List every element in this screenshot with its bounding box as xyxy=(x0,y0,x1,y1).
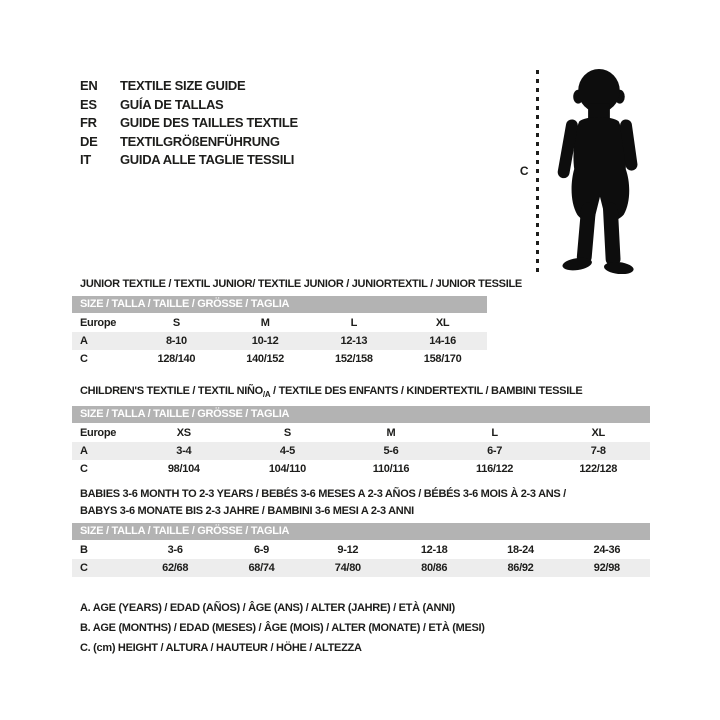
table-row: A 3-4 4-5 5-6 6-7 7-8 xyxy=(72,442,650,461)
height-cell: 104/110 xyxy=(268,463,306,476)
height-measure-dashed-line xyxy=(536,70,539,272)
row-label: C xyxy=(80,463,88,476)
language-row: IT GUIDA ALLE TAGLIE TESSILI xyxy=(80,151,298,170)
height-cell: 152/158 xyxy=(335,353,373,365)
age-cell: 3-4 xyxy=(176,445,192,458)
row-label: A xyxy=(80,445,88,458)
legend-footnotes: A. AGE (YEARS) / EDAD (AÑOS) / ÂGE (ANS)… xyxy=(80,598,485,658)
language-row: ES GUÍA DE TALLAS xyxy=(80,96,298,115)
section-title: BABIES 3-6 MONTH TO 2-3 YEARS / BEBÉS 3-… xyxy=(80,486,650,520)
age-cell: 6-7 xyxy=(487,445,503,458)
size-cell: XS xyxy=(176,427,191,440)
footnote-age-months: B. AGE (MONTHS) / EDAD (MESES) / ÂGE (MO… xyxy=(80,622,485,634)
babies-size-table: B 3-6 6-9 9-12 12-18 18-24 24-36 C 62/68… xyxy=(72,541,650,577)
section-title: JUNIOR TEXTILE / TEXTIL JUNIOR/ TEXTILE … xyxy=(80,278,522,290)
height-cell: 80/86 xyxy=(421,562,448,574)
row-label: A xyxy=(80,335,88,347)
language-row: FR GUIDE DES TAILLES TEXTILE xyxy=(80,114,298,133)
height-cell: 98/104 xyxy=(167,463,200,476)
row-label: Europe xyxy=(80,427,117,440)
section-title-subscript: /A xyxy=(262,390,271,400)
language-code: ES xyxy=(80,96,97,112)
age-cell: 4-5 xyxy=(279,445,295,458)
table-row: C 62/68 68/74 74/80 80/86 86/92 92/98 xyxy=(72,559,650,577)
table-row: C 128/140 140/152 152/158 158/170 xyxy=(72,350,487,368)
height-cell: 116/122 xyxy=(476,463,514,476)
language-title: GUIDA ALLE TAGLIE TESSILI xyxy=(120,152,295,167)
children-textile-section: CHILDREN'S TEXTILE / TEXTIL NIÑO/A / TEX… xyxy=(72,383,650,478)
height-cell: 110/116 xyxy=(372,463,410,476)
size-cell: M xyxy=(386,427,396,440)
children-size-table: Europe XS S M L XL A 3-4 4-5 5-6 6-7 7-8… xyxy=(72,424,650,478)
table-row: Europe XS S M L XL xyxy=(72,424,650,442)
language-row: EN TEXTILE SIZE GUIDE xyxy=(80,77,298,96)
size-cell: L xyxy=(491,427,498,440)
height-cell: 128/140 xyxy=(157,353,196,365)
age-cell: 6-9 xyxy=(253,544,269,556)
size-cell: XL xyxy=(591,427,605,440)
height-cell: 86/92 xyxy=(507,562,534,574)
size-cell: S xyxy=(283,427,291,440)
row-label: C xyxy=(80,562,88,574)
size-cell: L xyxy=(350,317,358,329)
section-title-text: CHILDREN'S TEXTILE / TEXTIL NIÑO xyxy=(80,385,263,397)
age-cell: 12-13 xyxy=(340,335,368,347)
size-cell: S xyxy=(172,317,180,329)
age-cell: 3-6 xyxy=(167,544,183,556)
row-label: B xyxy=(80,544,88,556)
section-title-line: BABIES 3-6 MONTH TO 2-3 YEARS / BEBÉS 3-… xyxy=(80,488,566,500)
age-cell: 9-12 xyxy=(337,544,359,556)
table-row: C 98/104 104/110 110/116 116/122 122/128 xyxy=(72,460,650,478)
size-header-bar: SIZE / TALLA / TAILLE / GRÖSSE / TAGLIA xyxy=(72,523,650,540)
age-cell: 24-36 xyxy=(593,544,621,556)
age-cell: 12-18 xyxy=(420,544,448,556)
language-title: GUIDE DES TAILLES TEXTILE xyxy=(120,115,298,130)
language-title: TEXTILGRÖßENFÜHRUNG xyxy=(120,133,280,149)
size-header-bar: SIZE / TALLA / TAILLE / GRÖSSE / TAGLIA xyxy=(72,296,487,313)
age-cell: 14-16 xyxy=(429,335,456,347)
height-cell: 122/128 xyxy=(579,463,618,476)
language-title: TEXTILE SIZE GUIDE xyxy=(120,78,246,93)
size-cell: M xyxy=(260,317,270,329)
row-label: Europe xyxy=(80,317,117,329)
table-row: Europe S M L XL xyxy=(72,314,487,332)
age-cell: 7-8 xyxy=(590,445,606,458)
table-row: A 8-10 10-12 12-13 14-16 xyxy=(72,332,487,350)
size-header-bar: SIZE / TALLA / TAILLE / GRÖSSE / TAGLIA xyxy=(72,406,650,424)
age-cell: 8-10 xyxy=(165,335,187,347)
age-cell: 5-6 xyxy=(383,445,399,458)
height-cell: 158/170 xyxy=(423,353,462,365)
language-code: FR xyxy=(80,115,97,130)
height-cell: 92/98 xyxy=(593,562,620,574)
language-code: EN xyxy=(80,78,98,93)
section-title-text: / TEXTILE DES ENFANTS / KINDERTEXTIL / B… xyxy=(270,385,583,397)
section-title: CHILDREN'S TEXTILE / TEXTIL NIÑO/A / TEX… xyxy=(80,383,650,403)
size-cell: XL xyxy=(435,317,450,329)
height-measure-figure: C xyxy=(516,64,650,278)
section-title-line: BABYS 3-6 MONATE BIS 2-3 JAHRE / BAMBINI… xyxy=(80,505,414,517)
footnote-height-cm: C. (cm) HEIGHT / ALTURA / HAUTEUR / HÖHE… xyxy=(80,642,362,654)
junior-size-table: Europe S M L XL A 8-10 10-12 12-13 14-16… xyxy=(72,314,487,368)
height-cell: 68/74 xyxy=(248,562,275,574)
height-cell: 62/68 xyxy=(162,562,189,574)
age-cell: 10-12 xyxy=(251,335,279,347)
row-label: C xyxy=(80,353,88,365)
footnote-age-years: A. AGE (YEARS) / EDAD (AÑOS) / ÂGE (ANS)… xyxy=(80,602,455,614)
babies-textile-section: BABIES 3-6 MONTH TO 2-3 YEARS / BEBÉS 3-… xyxy=(72,486,650,577)
height-cell: 74/80 xyxy=(334,562,361,574)
age-cell: 18-24 xyxy=(507,544,534,556)
language-title: GUÍA DE TALLAS xyxy=(120,96,224,112)
height-cell: 140/152 xyxy=(246,353,284,365)
language-code: DE xyxy=(80,133,98,149)
height-measure-label: C xyxy=(519,164,529,178)
toddler-silhouette-icon xyxy=(557,68,638,274)
junior-textile-section: JUNIOR TEXTILE / TEXTIL JUNIOR/ TEXTILE … xyxy=(72,276,522,368)
language-row: DE TEXTILGRÖßENFÜHRUNG xyxy=(80,133,298,152)
language-list: EN TEXTILE SIZE GUIDE ES GUÍA DE TALLAS … xyxy=(80,77,298,170)
language-code: IT xyxy=(80,152,91,167)
table-row: B 3-6 6-9 9-12 12-18 18-24 24-36 xyxy=(72,541,650,559)
